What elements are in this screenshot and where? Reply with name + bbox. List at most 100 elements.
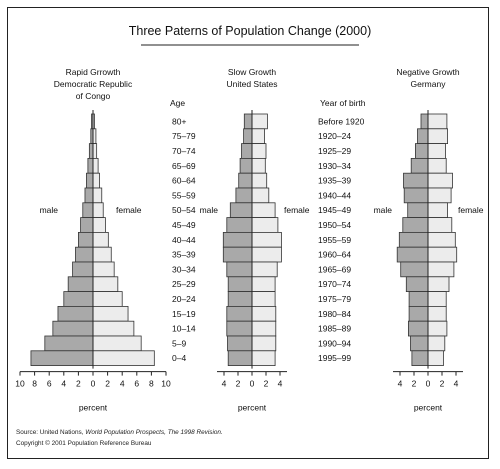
age-label: 45–49 bbox=[172, 220, 196, 230]
female-bar bbox=[251, 128, 266, 145]
x-tick-label: 2 bbox=[440, 379, 445, 389]
male-bar bbox=[405, 276, 429, 292]
male-bar bbox=[82, 202, 94, 219]
female-bar bbox=[427, 202, 449, 219]
x-tick-label: 0 bbox=[426, 379, 431, 389]
female-bar bbox=[251, 113, 268, 130]
female-bar bbox=[92, 187, 103, 204]
female-bar bbox=[251, 157, 266, 174]
male-label: male bbox=[40, 205, 59, 215]
male-bar bbox=[411, 350, 429, 366]
male-bar bbox=[243, 128, 253, 145]
female-bar bbox=[92, 335, 142, 352]
female-bar bbox=[427, 335, 446, 352]
male-bar bbox=[408, 305, 429, 322]
female-bar bbox=[92, 320, 135, 337]
birth-year-label: 1990–94 bbox=[318, 338, 351, 348]
female-bar bbox=[92, 231, 109, 248]
x-tick-label: 4 bbox=[120, 379, 125, 389]
female-bar bbox=[251, 305, 277, 322]
male-bar bbox=[407, 320, 429, 337]
male-bar bbox=[63, 291, 94, 307]
male-bar bbox=[243, 113, 253, 130]
year-header: Year of birth bbox=[320, 98, 366, 108]
female-bar bbox=[427, 276, 450, 292]
birth-year-label: 1975–79 bbox=[318, 294, 351, 304]
birth-year-label: 1960–64 bbox=[318, 250, 351, 260]
female-bar bbox=[427, 128, 449, 145]
female-bar bbox=[427, 320, 448, 337]
female-bar bbox=[251, 320, 277, 337]
male-bar bbox=[403, 187, 429, 204]
male-bar bbox=[227, 350, 253, 366]
female-bar bbox=[427, 143, 446, 159]
male-label: male bbox=[200, 205, 219, 215]
female-bar bbox=[427, 350, 444, 366]
male-bar bbox=[44, 335, 94, 352]
birth-year-label: 1955–59 bbox=[318, 235, 351, 245]
female-bar bbox=[92, 157, 99, 174]
x-tick-label: 6 bbox=[47, 379, 52, 389]
male-bar bbox=[402, 217, 429, 233]
female-bar bbox=[92, 305, 129, 322]
male-bar bbox=[222, 246, 253, 263]
male-bar bbox=[417, 128, 429, 145]
female-bar bbox=[251, 217, 279, 233]
pyramid-title: Rapid Grrowth bbox=[66, 67, 121, 77]
birth-year-label: 1920–24 bbox=[318, 131, 351, 141]
age-label: 40–44 bbox=[172, 235, 196, 245]
male-bar bbox=[87, 157, 94, 174]
male-bar bbox=[226, 217, 253, 233]
male-bar bbox=[227, 335, 253, 352]
male-bar bbox=[67, 276, 94, 292]
x-tick-label: 4 bbox=[278, 379, 283, 389]
female-bar bbox=[251, 291, 276, 307]
female-bar bbox=[251, 350, 276, 366]
age-label: 65–69 bbox=[172, 161, 196, 171]
female-bar bbox=[427, 305, 447, 322]
female-bar bbox=[251, 335, 277, 352]
female-bar bbox=[251, 202, 276, 219]
male-bar bbox=[52, 320, 94, 337]
male-bar bbox=[72, 261, 94, 278]
male-bar bbox=[410, 157, 429, 174]
x-tick-label: 2 bbox=[236, 379, 241, 389]
female-bar bbox=[427, 231, 456, 248]
male-bar bbox=[238, 172, 253, 189]
male-bar bbox=[57, 305, 94, 322]
pyramid-subtitle: Germany bbox=[411, 79, 447, 89]
x-tick-label: 6 bbox=[134, 379, 139, 389]
male-bar bbox=[410, 335, 429, 352]
x-tick-label: 4 bbox=[61, 379, 66, 389]
age-labels: 80+ 75–79 70–74 65–69 60–64 55–59 50–54 45–49 40… bbox=[172, 116, 196, 363]
female-bar bbox=[251, 172, 268, 189]
female-label: female bbox=[284, 205, 310, 215]
x-axis-label: percent bbox=[414, 403, 443, 413]
pyramid-subtitle-line1: Democratic Republic bbox=[54, 79, 133, 89]
x-axis-label: percent bbox=[238, 403, 267, 413]
female-bar bbox=[427, 187, 452, 204]
x-tick-label: 10 bbox=[15, 379, 25, 389]
male-bar bbox=[239, 157, 253, 174]
male-bar bbox=[227, 291, 253, 307]
female-bar bbox=[427, 157, 447, 174]
male-bar bbox=[414, 143, 429, 159]
x-axis-label: percent bbox=[79, 403, 108, 413]
male-bar bbox=[226, 261, 253, 278]
birth-year-label: Before 1920 bbox=[318, 116, 365, 126]
male-bar bbox=[420, 113, 429, 130]
pyramid-title: Negative Growth bbox=[396, 67, 460, 77]
age-label: 50–54 bbox=[172, 205, 196, 215]
x-tick-label: 2 bbox=[105, 379, 110, 389]
age-label: 35–39 bbox=[172, 250, 196, 260]
female-bar bbox=[427, 291, 447, 307]
female-bar bbox=[92, 217, 106, 233]
male-bar bbox=[407, 202, 429, 219]
age-label: 5–9 bbox=[172, 338, 186, 348]
female-bar bbox=[427, 172, 453, 189]
x-tick-label: 4 bbox=[454, 379, 459, 389]
source-prefix: Source: United Nations, bbox=[16, 429, 86, 436]
female-bar bbox=[92, 172, 100, 189]
age-label: 75–79 bbox=[172, 131, 196, 141]
